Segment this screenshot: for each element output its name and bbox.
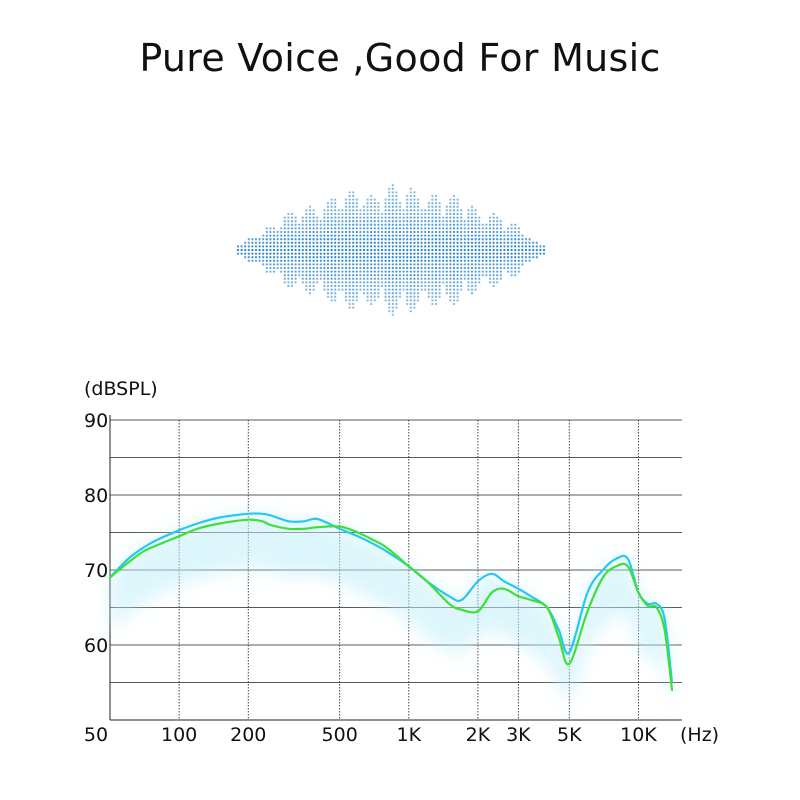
x-tick-label: 5K bbox=[557, 724, 582, 746]
x-tick-label: 10K bbox=[620, 724, 657, 746]
series-line-2 bbox=[108, 518, 674, 692]
y-axis-label: (dBSPL) bbox=[84, 378, 158, 400]
y-tick-label: 90 bbox=[84, 410, 108, 432]
sound-wave-icon bbox=[236, 184, 546, 316]
x-tick-label: 1K bbox=[397, 724, 422, 746]
x-tick-label: 200 bbox=[230, 724, 266, 746]
x-tick-label: 3K bbox=[506, 724, 531, 746]
curve-glow bbox=[110, 513, 672, 716]
x-tick-label: 100 bbox=[161, 724, 197, 746]
x-tick-label: 500 bbox=[322, 724, 358, 746]
x-tick-label: 50 bbox=[84, 724, 108, 746]
x-tick-label: 2K bbox=[466, 724, 491, 746]
page-title: Pure Voice ,Good For Music bbox=[139, 36, 661, 80]
frequency-response-chart: 90 80 70 60 50 100 200 500 1K 2K 3K 5K 10K (dBSPL) (… bbox=[84, 378, 719, 746]
x-axis-label: (Hz) bbox=[680, 724, 719, 746]
y-tick-label: 80 bbox=[84, 485, 108, 507]
y-tick-label: 70 bbox=[84, 560, 108, 582]
y-tick-label: 60 bbox=[84, 635, 108, 657]
series-line-1 bbox=[108, 512, 674, 684]
